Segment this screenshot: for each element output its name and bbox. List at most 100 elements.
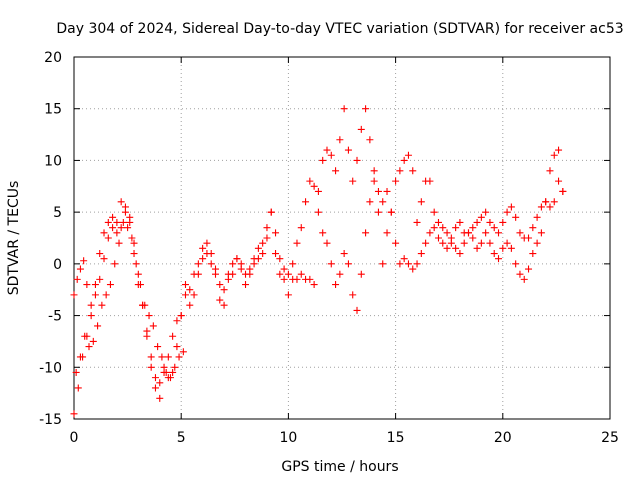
data-point <box>91 281 99 289</box>
data-point <box>158 353 166 361</box>
data-point <box>426 229 434 237</box>
data-point <box>525 265 533 273</box>
data-point <box>340 250 348 258</box>
data-point <box>452 244 460 252</box>
data-point <box>533 213 541 221</box>
data-point <box>529 250 537 258</box>
data-point <box>130 239 138 247</box>
data-point <box>370 167 378 175</box>
data-point <box>100 255 108 263</box>
data-point <box>293 239 301 247</box>
data-point <box>336 270 344 278</box>
data-point <box>383 229 391 237</box>
data-point <box>154 343 162 351</box>
data-point <box>173 343 181 351</box>
data-point <box>83 281 91 289</box>
data-point <box>392 239 400 247</box>
x-tick-label: 25 <box>601 430 619 446</box>
data-point <box>280 265 288 273</box>
data-point <box>555 177 563 185</box>
data-point <box>482 229 490 237</box>
data-point <box>344 260 352 268</box>
data-point <box>559 187 567 195</box>
data-point <box>106 281 114 289</box>
data-point <box>233 255 241 263</box>
data-point <box>242 270 250 278</box>
data-point <box>370 177 378 185</box>
data-point <box>413 260 421 268</box>
data-point <box>263 234 271 242</box>
data-point <box>102 291 110 299</box>
data-point <box>477 213 485 221</box>
data-point <box>499 218 507 226</box>
data-point <box>147 363 155 371</box>
data-point <box>404 260 412 268</box>
data-point <box>297 224 305 232</box>
data-point <box>87 301 95 309</box>
data-point <box>280 275 288 283</box>
data-point <box>74 384 82 392</box>
data-point <box>126 218 134 226</box>
data-point <box>362 105 370 113</box>
data-point <box>434 218 442 226</box>
y-tick-label: -5 <box>48 309 62 325</box>
data-point <box>272 229 280 237</box>
data-point <box>400 255 408 263</box>
data-point <box>124 224 132 232</box>
data-point <box>323 239 331 247</box>
data-point <box>400 156 408 164</box>
data-point <box>80 257 88 265</box>
data-point <box>130 250 138 258</box>
data-point <box>169 368 177 376</box>
data-point <box>332 281 340 289</box>
data-point <box>190 270 198 278</box>
data-point <box>121 208 129 216</box>
data-point <box>447 239 455 247</box>
data-point <box>520 275 528 283</box>
data-point <box>349 291 357 299</box>
data-point <box>439 224 447 232</box>
y-tick-label: 20 <box>44 50 62 66</box>
data-point <box>366 198 374 206</box>
data-point <box>224 270 232 278</box>
data-point <box>336 136 344 144</box>
y-tick-label: 10 <box>44 153 62 169</box>
data-point <box>392 177 400 185</box>
data-point <box>151 374 159 382</box>
data-point <box>199 255 207 263</box>
data-point <box>469 234 477 242</box>
data-point <box>156 379 164 387</box>
data-point <box>246 265 254 273</box>
data-point <box>550 198 558 206</box>
y-axis-label: SDTVAR / TECUs <box>6 181 22 296</box>
data-point <box>76 265 84 273</box>
data-point <box>323 146 331 154</box>
x-tick-label: 20 <box>494 430 512 446</box>
data-point <box>456 218 464 226</box>
data-point <box>507 203 515 211</box>
y-tick-label: 0 <box>53 257 62 273</box>
data-point <box>533 239 541 247</box>
data-point <box>452 224 460 232</box>
data-point <box>128 234 136 242</box>
data-point <box>525 234 533 242</box>
data-point <box>186 286 194 294</box>
data-point <box>383 187 391 195</box>
data-point <box>482 208 490 216</box>
data-point <box>495 255 503 263</box>
data-point <box>149 322 157 330</box>
data-point <box>194 260 202 268</box>
data-point <box>284 291 292 299</box>
data-point <box>186 301 194 309</box>
data-point <box>113 218 121 226</box>
data-point <box>464 229 472 237</box>
data-point <box>207 260 215 268</box>
x-tick-label: 10 <box>279 430 297 446</box>
data-point <box>145 312 153 320</box>
data-point <box>550 151 558 159</box>
data-point <box>374 208 382 216</box>
data-point <box>96 250 104 258</box>
data-point <box>166 374 174 382</box>
data-point <box>430 224 438 232</box>
data-point <box>362 229 370 237</box>
